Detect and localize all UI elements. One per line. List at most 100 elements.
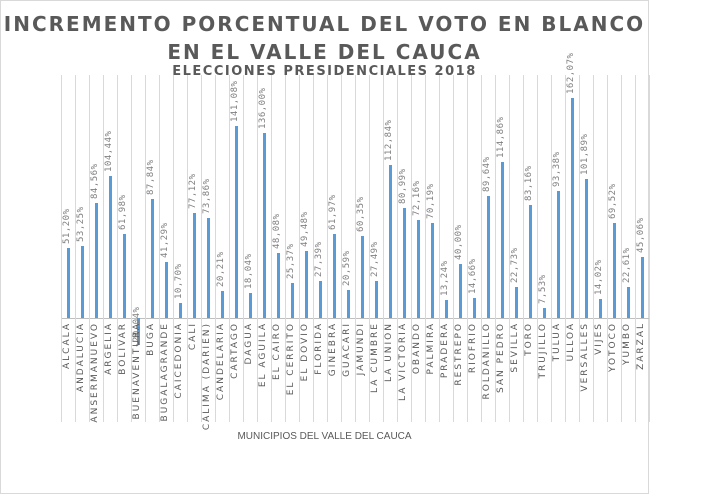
gridline bbox=[89, 75, 90, 318]
category-separator bbox=[649, 318, 650, 422]
data-label: 162,07% bbox=[566, 52, 576, 94]
category-label: ULLOA bbox=[566, 322, 576, 362]
gridline bbox=[453, 75, 454, 318]
category-separator bbox=[523, 318, 524, 422]
data-label: 27,39% bbox=[314, 241, 324, 277]
bar bbox=[318, 280, 322, 318]
category-separator bbox=[89, 318, 90, 422]
category-separator bbox=[411, 318, 412, 422]
chart-frame bbox=[0, 0, 649, 494]
data-label: 48,08% bbox=[272, 213, 282, 249]
bar bbox=[94, 202, 98, 318]
gridline bbox=[257, 75, 258, 318]
bar bbox=[108, 175, 112, 318]
bar bbox=[346, 289, 350, 318]
data-label: 13,24% bbox=[440, 260, 450, 296]
data-label: 7,53% bbox=[538, 274, 548, 304]
bar bbox=[514, 287, 518, 318]
data-label: 112,84% bbox=[384, 119, 394, 161]
gridline bbox=[425, 75, 426, 318]
bar bbox=[248, 293, 252, 318]
category-label: SEVILLA bbox=[510, 322, 520, 373]
gridline bbox=[327, 75, 328, 318]
bar bbox=[416, 219, 420, 318]
gridline bbox=[495, 75, 496, 318]
category-separator bbox=[509, 318, 510, 422]
category-label: GUACARI bbox=[342, 322, 352, 377]
data-label: 93,38% bbox=[552, 151, 562, 187]
bar bbox=[500, 161, 504, 318]
bar bbox=[304, 250, 308, 318]
gridline bbox=[523, 75, 524, 318]
gridline bbox=[285, 75, 286, 318]
gridline bbox=[159, 75, 160, 318]
gridline bbox=[593, 75, 594, 318]
category-label: CALI bbox=[188, 322, 198, 351]
gridline bbox=[103, 75, 104, 318]
category-label: EL CAIRO bbox=[272, 322, 282, 380]
category-separator bbox=[579, 318, 580, 422]
data-label: 80,99% bbox=[398, 168, 408, 204]
data-label: 89,64% bbox=[482, 156, 492, 193]
bar bbox=[80, 245, 84, 318]
gridline bbox=[145, 75, 146, 318]
data-label: 20,21% bbox=[216, 250, 226, 287]
category-separator bbox=[607, 318, 608, 422]
category-separator bbox=[327, 318, 328, 422]
category-separator bbox=[635, 318, 636, 422]
category-label: PRADERA bbox=[440, 322, 450, 379]
data-label: 77,12% bbox=[188, 173, 198, 210]
category-separator bbox=[425, 318, 426, 422]
category-label: OBANDO bbox=[412, 322, 422, 375]
bar bbox=[206, 217, 210, 318]
gridline bbox=[215, 75, 216, 318]
category-label: RESTREPO bbox=[454, 322, 464, 386]
category-label: YUMBO bbox=[622, 322, 632, 365]
category-label: ANSERMANUEVO bbox=[90, 322, 100, 423]
gridline bbox=[397, 75, 398, 318]
category-separator bbox=[369, 318, 370, 422]
category-label: TULUA bbox=[552, 322, 562, 362]
data-label: 20,59% bbox=[342, 250, 352, 286]
data-label: 101,89% bbox=[580, 133, 590, 176]
category-label: LA CUMBRE bbox=[370, 322, 380, 393]
data-label: 69,52% bbox=[608, 183, 618, 220]
category-separator bbox=[341, 318, 342, 422]
data-label: 84,56% bbox=[90, 163, 100, 199]
bar bbox=[332, 233, 336, 318]
category-separator bbox=[215, 318, 216, 422]
gridline bbox=[313, 75, 314, 318]
category-label: LA UNION bbox=[384, 322, 394, 383]
category-separator bbox=[439, 318, 440, 422]
bar bbox=[570, 97, 574, 318]
data-label: 14,02% bbox=[594, 259, 604, 295]
bar bbox=[66, 248, 70, 318]
bar bbox=[472, 298, 476, 318]
category-label: BUGA bbox=[146, 322, 156, 356]
gridline bbox=[131, 75, 132, 318]
category-separator bbox=[593, 318, 594, 422]
category-separator bbox=[537, 318, 538, 422]
category-separator bbox=[551, 318, 552, 422]
data-label: 40,00% bbox=[454, 224, 464, 260]
category-label: LA VICTORIA bbox=[398, 322, 408, 401]
gridline bbox=[411, 75, 412, 318]
gridline bbox=[173, 75, 174, 318]
data-label: 61,97% bbox=[328, 194, 338, 230]
gridline bbox=[243, 75, 244, 318]
category-label: TRUJILLO bbox=[538, 322, 548, 379]
data-label: 53,25% bbox=[76, 206, 86, 242]
category-label: VERSALLES bbox=[580, 322, 590, 392]
bar bbox=[612, 223, 616, 318]
category-separator bbox=[145, 318, 146, 422]
category-label: CANDELARIA bbox=[216, 322, 226, 401]
data-label: 27,49% bbox=[370, 241, 380, 277]
gridline bbox=[481, 75, 482, 318]
gridline bbox=[369, 75, 370, 318]
category-separator bbox=[285, 318, 286, 422]
category-label: ARGELIA bbox=[104, 322, 114, 375]
bar bbox=[234, 126, 238, 318]
category-label: VIJES bbox=[594, 322, 604, 355]
category-separator bbox=[257, 318, 258, 422]
category-label: EL DOVIO bbox=[300, 322, 310, 382]
